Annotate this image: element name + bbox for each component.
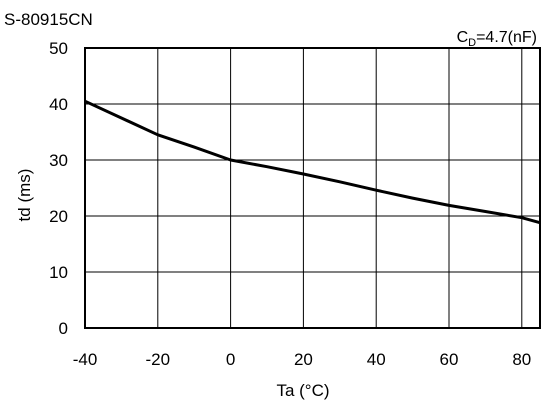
condition-main: C <box>457 29 469 46</box>
x-tick-label: 60 <box>440 350 459 369</box>
condition-sub: D <box>468 37 476 49</box>
x-tick-label: -20 <box>146 350 171 369</box>
x-tick-label: 0 <box>226 350 235 369</box>
x-tick-label: 20 <box>294 350 313 369</box>
x-tick-label: -40 <box>73 350 98 369</box>
condition-rest: =4.7(nF) <box>476 29 537 46</box>
y-tick-label: 50 <box>49 39 68 58</box>
series-line <box>84 99 541 225</box>
condition-label: CD=4.7(nF) <box>457 29 537 49</box>
grid <box>85 48 540 328</box>
y-tick-label: 10 <box>49 263 68 282</box>
tick-labels: -40 -20 0 20 40 60 80 0 10 20 30 40 50 <box>49 39 531 369</box>
y-tick-label: 20 <box>49 207 68 226</box>
x-tick-label: 40 <box>367 350 386 369</box>
x-axis-label: Ta (°C) <box>276 381 329 400</box>
y-tick-label: 30 <box>49 151 68 170</box>
series <box>84 99 541 225</box>
chart-title: S-80915CN <box>4 10 93 29</box>
y-tick-label: 40 <box>49 95 68 114</box>
x-tick-label: 80 <box>512 350 531 369</box>
plot-frame <box>84 47 541 329</box>
y-axis-label: td (ms) <box>15 169 34 222</box>
y-tick-label: 0 <box>59 319 68 338</box>
